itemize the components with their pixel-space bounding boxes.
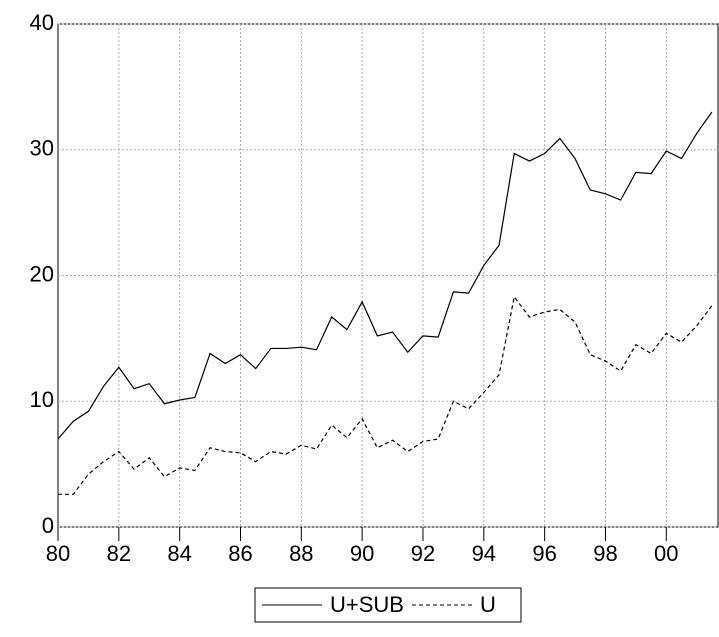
x-tick-label: 94 bbox=[472, 541, 496, 566]
y-tick-label: 30 bbox=[30, 136, 54, 161]
x-tick-label: 84 bbox=[167, 541, 191, 566]
x-tick-label: 98 bbox=[593, 541, 617, 566]
x-tick-label: 90 bbox=[350, 541, 374, 566]
x-tick-label: 96 bbox=[532, 541, 556, 566]
x-tick-label: 88 bbox=[289, 541, 313, 566]
x-tick-label: 00 bbox=[654, 541, 678, 566]
y-tick-label: 10 bbox=[30, 387, 54, 412]
series-line bbox=[57, 111, 713, 440]
y-tick-label: 20 bbox=[30, 261, 54, 286]
x-tick-label: 86 bbox=[228, 541, 252, 566]
y-tick-label: 0 bbox=[42, 513, 54, 538]
x-tick-label: 80 bbox=[46, 541, 70, 566]
legend-label: U+SUB bbox=[330, 592, 404, 617]
legend-label: U bbox=[480, 592, 496, 617]
y-tick-label: 40 bbox=[30, 10, 54, 35]
series-line bbox=[58, 295, 713, 495]
x-tick-label: 82 bbox=[107, 541, 131, 566]
x-tick-label: 92 bbox=[411, 541, 435, 566]
